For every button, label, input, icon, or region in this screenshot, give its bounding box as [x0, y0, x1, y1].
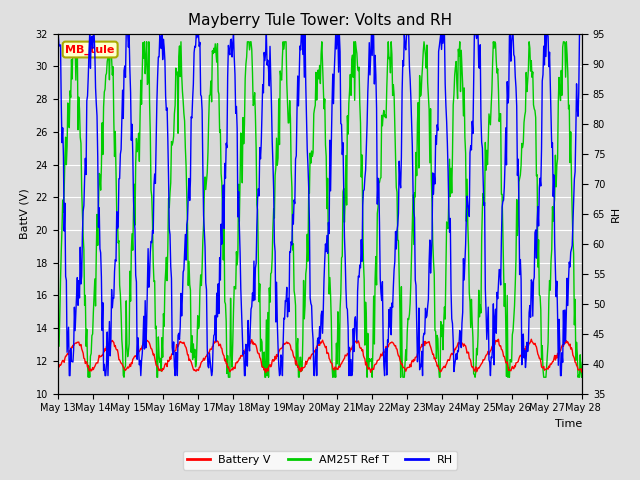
Y-axis label: BattV (V): BattV (V): [20, 188, 30, 239]
X-axis label: Time: Time: [555, 419, 582, 429]
Text: MB_tule: MB_tule: [65, 44, 115, 55]
Legend: Battery V, AM25T Ref T, RH: Battery V, AM25T Ref T, RH: [183, 451, 457, 469]
Y-axis label: RH: RH: [611, 205, 621, 222]
Title: Mayberry Tule Tower: Volts and RH: Mayberry Tule Tower: Volts and RH: [188, 13, 452, 28]
